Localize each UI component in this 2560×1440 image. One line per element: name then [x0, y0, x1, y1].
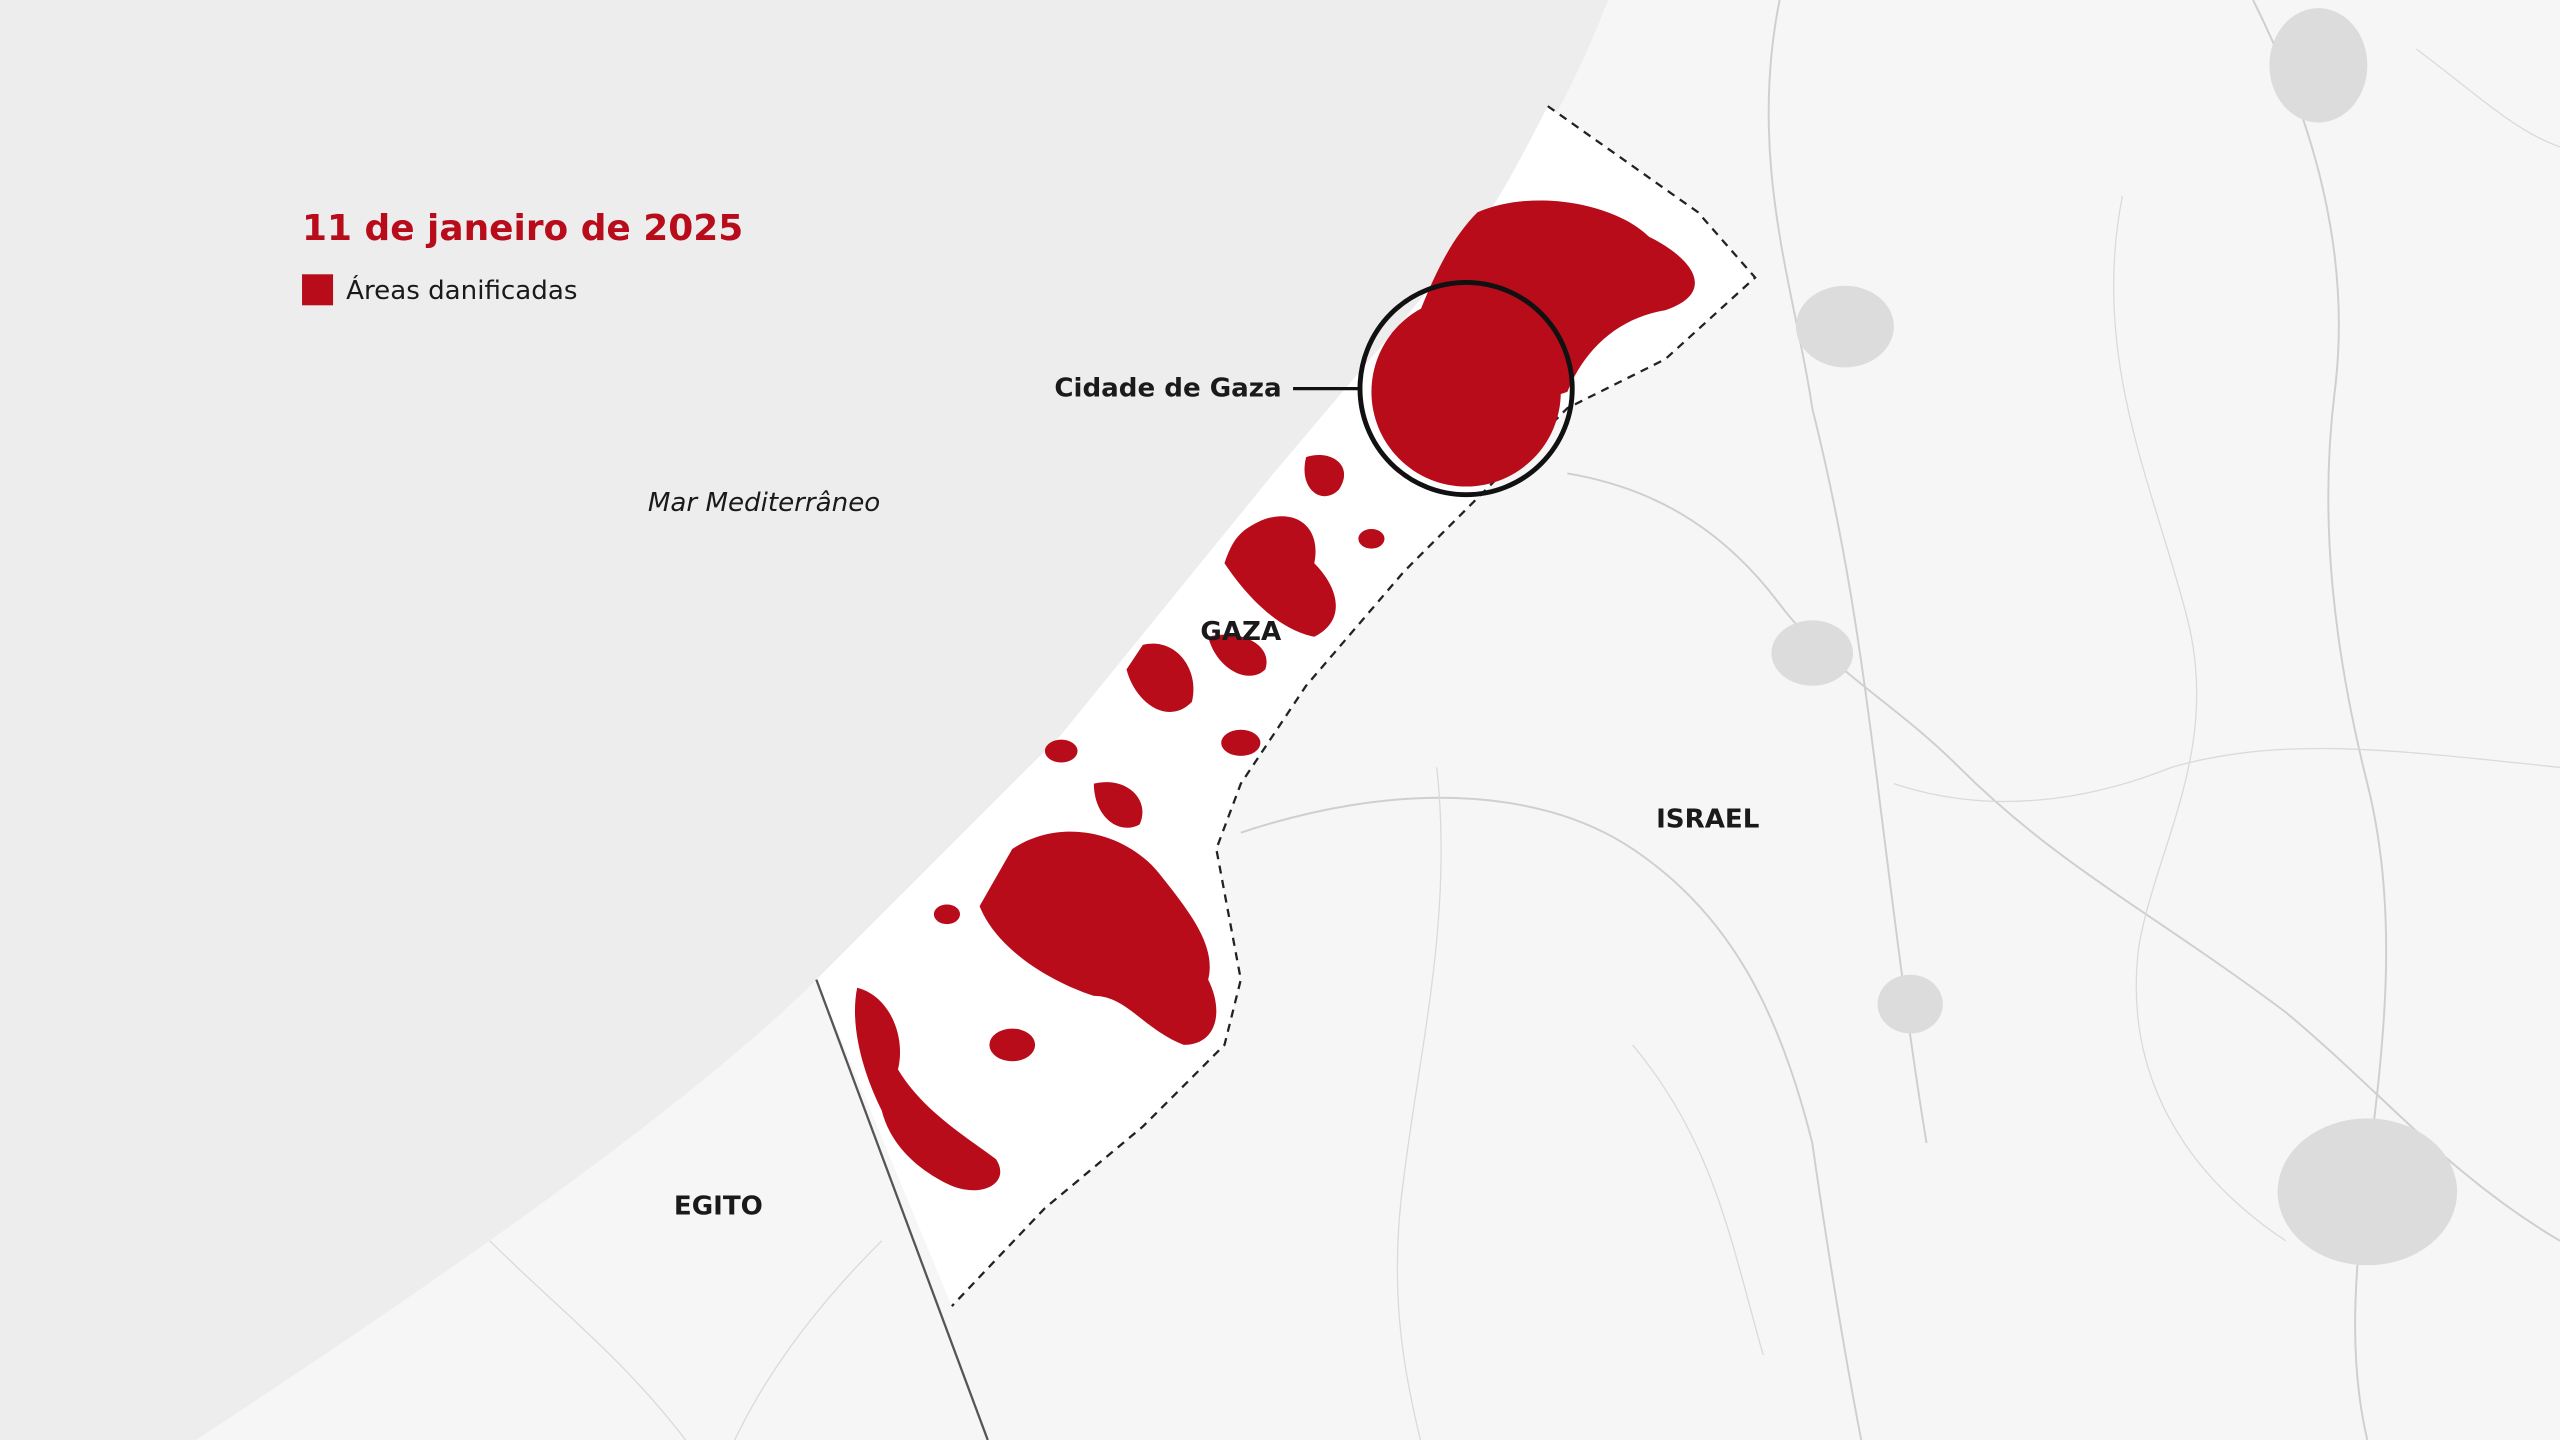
city-label: Cidade de Gaza: [1054, 374, 1281, 404]
sea-label: Mar Mediterrâneo: [648, 488, 880, 518]
border-egypt: [815, 979, 989, 1440]
border-israel: [951, 105, 1757, 1307]
gaza-label: GAZA: [1200, 617, 1282, 647]
legend-label: Áreas danificadas: [346, 274, 577, 306]
towns: [1771, 8, 2458, 1266]
damaged-areas: [854, 200, 1695, 1191]
egypt-label: EGITO: [674, 1192, 763, 1222]
land: [195, 0, 2560, 1440]
title: 11 de janeiro de 2025: [302, 208, 743, 249]
legend-swatch: [302, 274, 334, 306]
israel-label: ISRAEL: [1656, 805, 1759, 835]
